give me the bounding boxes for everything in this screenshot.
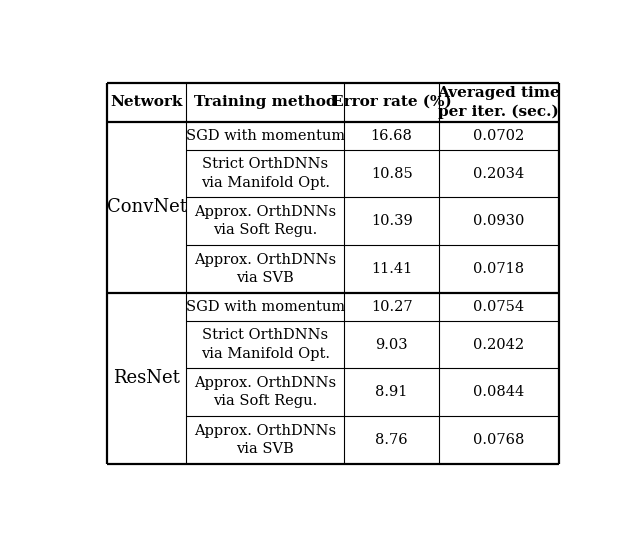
Text: 10.39: 10.39 [371,214,413,228]
Text: Training method: Training method [194,95,337,109]
Text: Approx. OrthDNNs
via Soft Regu.: Approx. OrthDNNs via Soft Regu. [194,205,336,238]
Text: 0.0844: 0.0844 [473,385,524,399]
Text: Approx. OrthDNNs
via SVB: Approx. OrthDNNs via SVB [194,423,336,456]
Text: 0.0930: 0.0930 [473,214,525,228]
Text: Approx. OrthDNNs
via SVB: Approx. OrthDNNs via SVB [194,253,336,285]
Text: 0.0702: 0.0702 [473,129,524,143]
Text: SGD with momentum: SGD with momentum [186,300,345,314]
Text: 11.41: 11.41 [371,262,412,276]
Text: 0.0718: 0.0718 [473,262,524,276]
Text: 8.76: 8.76 [375,433,408,447]
Text: 10.27: 10.27 [371,300,412,314]
Text: 0.2042: 0.2042 [473,337,524,351]
Text: 0.0768: 0.0768 [473,433,525,447]
Text: 0.0754: 0.0754 [473,300,524,314]
Text: Strict OrthDNNs
via Manifold Opt.: Strict OrthDNNs via Manifold Opt. [201,328,330,361]
Text: ResNet: ResNet [113,369,180,387]
Text: Error rate (%): Error rate (%) [332,95,451,109]
Text: 16.68: 16.68 [371,129,413,143]
Text: Approx. OrthDNNs
via Soft Regu.: Approx. OrthDNNs via Soft Regu. [194,376,336,409]
Text: Averaged time
per iter. (sec.): Averaged time per iter. (sec.) [438,85,560,119]
Text: 9.03: 9.03 [375,337,408,351]
Text: Strict OrthDNNs
via Manifold Opt.: Strict OrthDNNs via Manifold Opt. [201,158,330,190]
Text: SGD with momentum: SGD with momentum [186,129,345,143]
Text: Network: Network [111,95,183,109]
Text: 0.2034: 0.2034 [473,167,524,180]
Text: 10.85: 10.85 [371,167,413,180]
Text: ConvNet: ConvNet [107,198,187,216]
Text: 8.91: 8.91 [376,385,408,399]
